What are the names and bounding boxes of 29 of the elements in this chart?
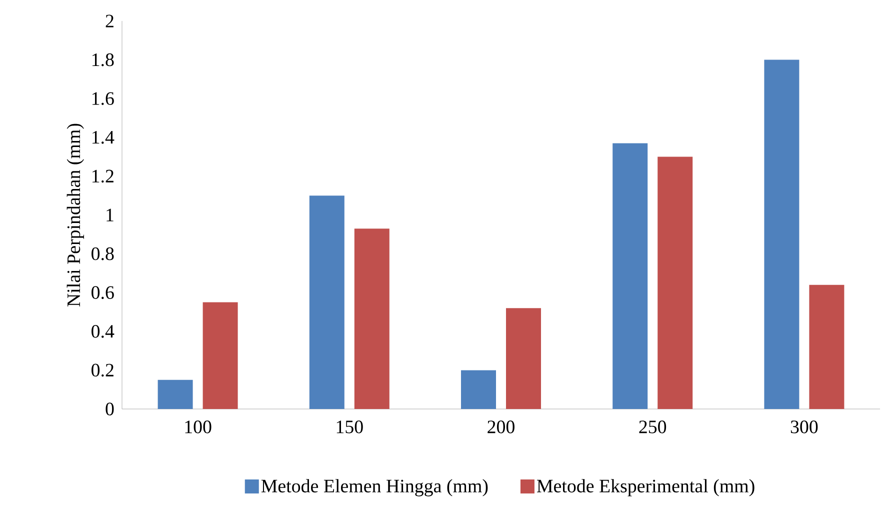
y-tick-label: 1.8: [92, 53, 114, 66]
y-tick-label: 1.6: [92, 92, 114, 105]
bar: [309, 196, 344, 409]
bar: [158, 380, 193, 409]
legend-label: Metode Eksperimental (mm): [537, 479, 754, 496]
bar: [461, 370, 496, 409]
bar: [809, 284, 844, 409]
bar: [764, 60, 800, 409]
y-tick-label: 0: [106, 402, 114, 416]
y-tick-label: 1.4: [92, 131, 114, 144]
bar: [658, 156, 693, 409]
y-tick-label: 0.8: [92, 247, 114, 260]
y-tick-label: 0.2: [92, 364, 114, 377]
x-tick-label: 300: [790, 420, 818, 434]
y-tick-label: 1: [106, 208, 114, 222]
y-tick-label: 1.2: [92, 170, 114, 183]
y-axis-title: Nilai Perpindahan (mm): [66, 124, 84, 306]
bar: [202, 302, 238, 409]
bar: [506, 308, 542, 409]
x-tick-label: 200: [488, 420, 514, 434]
x-tick-label: 150: [336, 420, 363, 434]
legend-label: Metode Elemen Hingga (mm): [261, 479, 488, 496]
bar: [354, 228, 390, 409]
y-tick-label: 2: [106, 14, 114, 28]
y-tick-label: 0.4: [92, 324, 114, 338]
bar: [612, 143, 648, 409]
y-tick-label: 0.6: [92, 286, 114, 300]
x-tick-label: 100: [185, 420, 212, 434]
x-tick-label: 250: [639, 420, 666, 434]
